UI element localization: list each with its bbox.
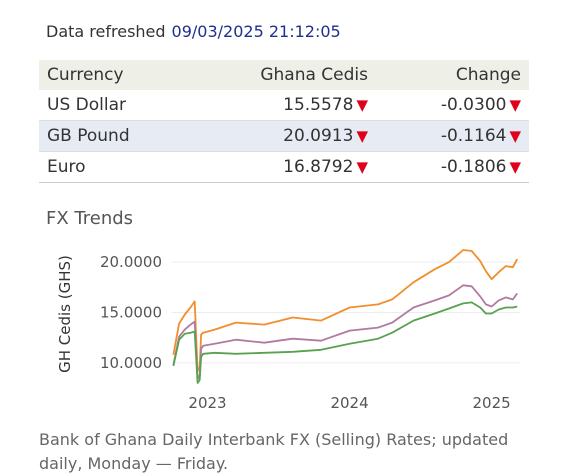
cedis-rate: 20.0913 <box>283 126 354 146</box>
column-header-change[interactable]: Change <box>376 60 529 90</box>
column-header-ghana-cedis[interactable]: Ghana Cedis <box>185 60 376 90</box>
down-arrow-icon: ▼ <box>509 158 521 176</box>
down-arrow-icon: ▼ <box>356 96 368 114</box>
cedis-rate-cell: 15.5578 ▼ <box>185 90 376 121</box>
currency-name: GB Pound <box>47 126 130 146</box>
footnote: Bank of Ghana Daily Interbank FX (Sellin… <box>39 430 509 473</box>
change-value: -0.1806 <box>440 157 507 177</box>
cedis-rate: 15.5578 <box>283 95 354 115</box>
currency-name: Euro <box>47 157 86 177</box>
x-tick-label: 2025 <box>472 394 510 412</box>
chart-series <box>172 249 518 384</box>
down-arrow-icon: ▼ <box>509 127 521 145</box>
cedis-rate-cell: 16.8792 ▼ <box>185 152 376 183</box>
table-row[interactable]: GB Pound 20.0913 ▼ -0.1164 ▼ <box>39 120 529 152</box>
down-arrow-icon: ▼ <box>356 127 368 145</box>
chart-grid <box>172 261 520 364</box>
table-row[interactable]: Euro 16.8792 ▼ -0.1806 ▼ <box>39 152 529 183</box>
down-arrow-icon: ▼ <box>356 158 368 176</box>
currency-name: US Dollar <box>47 95 126 115</box>
refresh-label: Data refreshed <box>46 22 166 41</box>
change-value: -0.1164 <box>440 126 507 146</box>
table-row[interactable]: US Dollar 15.5578 ▼ -0.0300 ▼ <box>39 90 529 121</box>
cedis-rate: 16.8792 <box>283 157 354 177</box>
change-cell: -0.0300 ▼ <box>376 90 529 121</box>
y-tick-label: 20.0000 <box>100 253 162 271</box>
change-value: -0.0300 <box>440 95 507 115</box>
down-arrow-icon: ▼ <box>509 96 521 114</box>
data-refreshed-line: Data refreshed 09/03/2025 21:12:05 <box>46 22 341 41</box>
change-cell: -0.1806 ▼ <box>376 152 529 183</box>
y-axis-ticks: 10.0000 15.0000 20.0000 <box>100 253 162 372</box>
fx-trends-title: FX Trends <box>46 208 134 229</box>
y-tick-label: 15.0000 <box>100 304 162 322</box>
x-tick-label: 2024 <box>330 394 368 412</box>
exchange-rates-table: Currency Ghana Cedis Change US Dollar 15… <box>39 60 529 183</box>
x-tick-label: 2023 <box>188 394 226 412</box>
x-axis-ticks: 2023 2024 2025 <box>188 394 510 412</box>
table-header-row: Currency Ghana Cedis Change <box>39 60 529 90</box>
column-header-currency[interactable]: Currency <box>39 60 185 90</box>
series-line-2[interactable] <box>172 284 518 380</box>
y-tick-label: 10.0000 <box>100 354 162 372</box>
y-axis-label: GH Cedis (GHS) <box>56 255 74 373</box>
refresh-timestamp: 09/03/2025 21:12:05 <box>171 22 341 41</box>
change-cell: -0.1164 ▼ <box>376 121 529 152</box>
cedis-rate-cell: 20.0913 ▼ <box>185 121 376 152</box>
series-line-3[interactable] <box>172 301 518 384</box>
